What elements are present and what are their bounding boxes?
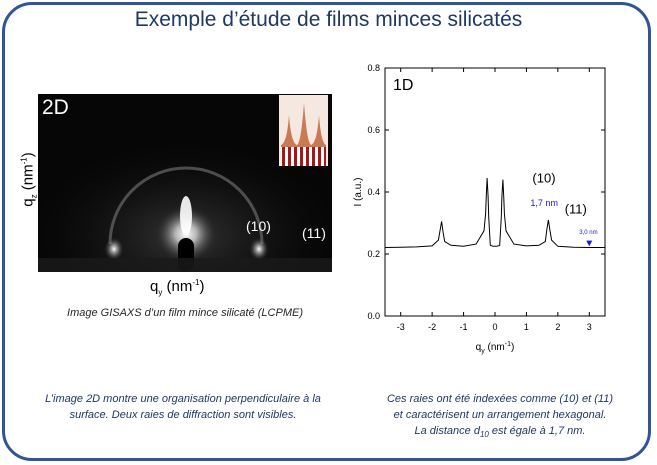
panel-label-1d: 1D [393, 77, 413, 94]
right-description-line-3: La distance d10 est égale à 1,7 nm. [414, 425, 586, 440]
x-tick-label: 0 [492, 322, 497, 332]
right-description-line-2: et caractérisent un arrangement hexagona… [393, 409, 607, 421]
panel-label-2d: 2D [42, 96, 69, 119]
right-description-line-1: Ces raies ont été indexées comme (10) et… [386, 393, 613, 405]
x-tick-label: 2 [555, 322, 560, 332]
y-tick-label: 0.4 [367, 187, 380, 197]
right-description: Ces raies ont été indexées comme (10) et… [355, 391, 645, 443]
left-description: L’image 2D montre une organisation perpe… [18, 391, 348, 423]
image-caption: Image GISAXS d’un film mince silicaté (L… [67, 307, 303, 319]
peak-label-11: (11) [565, 202, 587, 217]
y-tick-label: 0.0 [367, 311, 380, 321]
peak-arrow-icon [586, 240, 593, 247]
y-tick-label: 0.6 [367, 125, 380, 135]
hexagonal-structure-inset [279, 95, 328, 166]
x-tick-label: -1 [460, 322, 468, 332]
left-description-line-1: L’image 2D montre une organisation perpe… [45, 393, 321, 405]
x-tick-label: -3 [397, 322, 405, 332]
peak-label-10: (10) [532, 171, 555, 186]
d-small-label: 3,0 nm [579, 230, 597, 236]
y-tick-label: 0.2 [367, 249, 380, 259]
profile-chart: -3 -2 -1 0 1 2 3 0.0 0.2 0.4 0.6 0.8 1D (10) 1,7 nm (11… [353, 63, 606, 355]
x-tick-label: -2 [428, 322, 436, 332]
x-tick-label: 3 [587, 322, 592, 332]
y-tick-label: 0.8 [367, 63, 380, 73]
plot-frame [384, 67, 606, 317]
intensity-line [384, 177, 605, 248]
gisaxs-image [38, 94, 332, 272]
peak-label-10: (10) [246, 218, 271, 234]
slide-frame [2, 2, 651, 461]
x-tick-label: 1 [524, 322, 529, 332]
peak-label-11: (11) [302, 225, 326, 241]
y-axis-label: I (a.u.) [353, 178, 364, 207]
d-spacing-label: 1,7 nm [530, 198, 558, 208]
x-axis-label: qy (nm-1) [476, 341, 515, 355]
qy-axis-label: qy (nm-1) [150, 278, 205, 297]
slide-title: Exemple d’étude de films minces silicaté… [134, 8, 523, 31]
qz-axis-label: qz (nm-1) [19, 152, 39, 207]
left-description-line-2: surface. Deux raies de diffraction sont … [69, 409, 297, 421]
